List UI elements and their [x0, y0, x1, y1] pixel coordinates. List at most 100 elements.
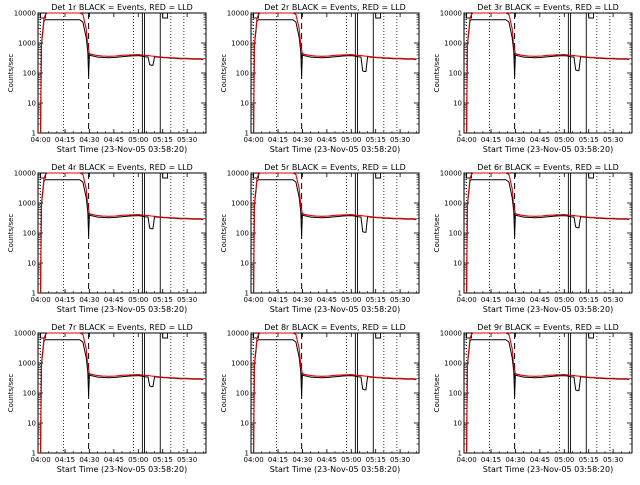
box-marker: [162, 333, 169, 339]
lld-line: [466, 12, 630, 133]
x-tick-label: 05:00: [341, 296, 361, 304]
x-tick-label: 04:45: [104, 456, 124, 464]
x-tick-label: 04:15: [268, 136, 288, 144]
y-tick-label: 1: [245, 290, 249, 298]
y-tick-label: 100: [236, 230, 249, 238]
x-tick-label: 05:30: [390, 456, 410, 464]
x-tick-label: 04:30: [292, 136, 312, 144]
chart-panel-4: Det 4r BLACK = Events, RED = LLD Counts/s…: [7, 163, 207, 314]
chart-panel-2: Det 2r BLACK = Events, RED = LLD Counts/s…: [220, 3, 420, 154]
events-line: [253, 179, 417, 293]
y-axis-label: Counts/sec: [7, 374, 15, 413]
x-axis-label: Start Time (23-Nov-05 03:58:20): [483, 145, 613, 154]
x-tick-label: 05:30: [177, 136, 197, 144]
box-marker: [588, 333, 595, 339]
x-tick-label: 05:30: [603, 456, 623, 464]
lld-line: [253, 332, 417, 453]
events-line: [40, 179, 204, 293]
y-tick-label: 1000: [231, 40, 249, 48]
y-axis-label: Counts/sec: [433, 374, 441, 413]
y-tick-label: 100: [449, 230, 462, 238]
x-tick-label: 05:00: [554, 136, 574, 144]
x-tick-label: 05:15: [366, 296, 386, 304]
x-tick-label: 04:30: [505, 136, 525, 144]
x-tick-label: 04:45: [530, 296, 550, 304]
events-line: [40, 19, 204, 133]
x-tick-label: 05:15: [366, 456, 386, 464]
lld-line: [40, 172, 204, 293]
x-tick-label: 05:30: [603, 136, 623, 144]
plot-area: [466, 172, 630, 293]
x-tick-label: 04:30: [292, 296, 312, 304]
x-tick-label: 04:00: [31, 136, 51, 144]
y-tick-label: 10: [240, 100, 249, 108]
x-tick-label: 05:30: [177, 456, 197, 464]
y-tick-label: 1: [458, 450, 462, 458]
chart-panel-1: Det 1r BLACK = Events, RED = LLD Counts/s…: [7, 3, 207, 154]
y-tick-label: 100: [449, 390, 462, 398]
x-tick-label: 05:15: [153, 456, 173, 464]
y-tick-label: 100: [236, 70, 249, 78]
lld-line: [40, 332, 204, 453]
y-tick-label: 1000: [231, 200, 249, 208]
x-tick-label: 04:15: [481, 136, 501, 144]
y-tick-label: 1: [32, 130, 36, 138]
y-axis-label: Counts/sec: [220, 214, 228, 253]
y-tick-label: 100: [23, 70, 36, 78]
y-tick-label: 100: [236, 390, 249, 398]
y-tick-label: 10: [27, 260, 36, 268]
x-tick-label: 04:15: [55, 136, 75, 144]
y-axis-label: Counts/sec: [7, 214, 15, 253]
y-tick-label: 100: [23, 230, 36, 238]
y-tick-label: 10: [453, 420, 462, 428]
x-tick-label: 04:00: [31, 456, 51, 464]
plot-frame: [37, 172, 207, 294]
chart-title: Det 5r BLACK = Events, RED = LLD: [264, 163, 406, 172]
x-tick-label: 05:30: [603, 296, 623, 304]
y-tick-label: 10: [453, 100, 462, 108]
x-tick-label: 05:15: [153, 136, 173, 144]
y-tick-label: 10000: [14, 330, 36, 338]
plot-area: [253, 12, 417, 133]
y-tick-label: 10000: [14, 170, 36, 178]
x-tick-label: 04:45: [530, 456, 550, 464]
y-tick-label: 1000: [18, 360, 36, 368]
plot-area: [40, 332, 204, 453]
box-marker: [375, 173, 382, 179]
lld-line: [466, 332, 630, 453]
x-tick-label: 04:45: [530, 136, 550, 144]
y-tick-label: 1: [32, 450, 36, 458]
y-tick-label: 1: [245, 130, 249, 138]
x-axis-label: Start Time (23-Nov-05 03:58:20): [57, 305, 187, 314]
events-line: [466, 339, 630, 453]
x-tick-label: 05:00: [554, 456, 574, 464]
x-tick-label: 04:45: [317, 136, 337, 144]
chart-panel-3: Det 3r BLACK = Events, RED = LLD Counts/s…: [433, 3, 633, 154]
box-marker: [375, 13, 382, 19]
y-tick-label: 100: [23, 390, 36, 398]
y-tick-label: 10: [27, 100, 36, 108]
plot-frame: [37, 332, 207, 454]
x-axis-label: Start Time (23-Nov-05 03:58:20): [270, 305, 400, 314]
x-tick-label: 04:00: [31, 296, 51, 304]
x-tick-label: 04:15: [481, 456, 501, 464]
plot-area: [253, 172, 417, 293]
y-tick-label: 1000: [18, 40, 36, 48]
x-tick-label: 04:00: [244, 296, 264, 304]
plot-frame: [463, 172, 633, 294]
y-tick-label: 10: [240, 420, 249, 428]
chart-title: Det 2r BLACK = Events, RED = LLD: [264, 3, 406, 12]
box-marker: [375, 333, 382, 339]
chart-title: Det 3r BLACK = Events, RED = LLD: [477, 3, 619, 12]
x-axis-label: Start Time (23-Nov-05 03:58:20): [483, 305, 613, 314]
events-line: [40, 339, 204, 453]
y-tick-label: 1: [245, 450, 249, 458]
plot-area: [40, 12, 204, 133]
x-tick-label: 05:00: [128, 296, 148, 304]
y-tick-label: 1000: [231, 360, 249, 368]
lld-line: [466, 172, 630, 293]
x-tick-label: 04:45: [317, 296, 337, 304]
x-tick-label: 05:30: [390, 296, 410, 304]
x-tick-label: 04:00: [457, 136, 477, 144]
y-tick-label: 10000: [227, 330, 249, 338]
